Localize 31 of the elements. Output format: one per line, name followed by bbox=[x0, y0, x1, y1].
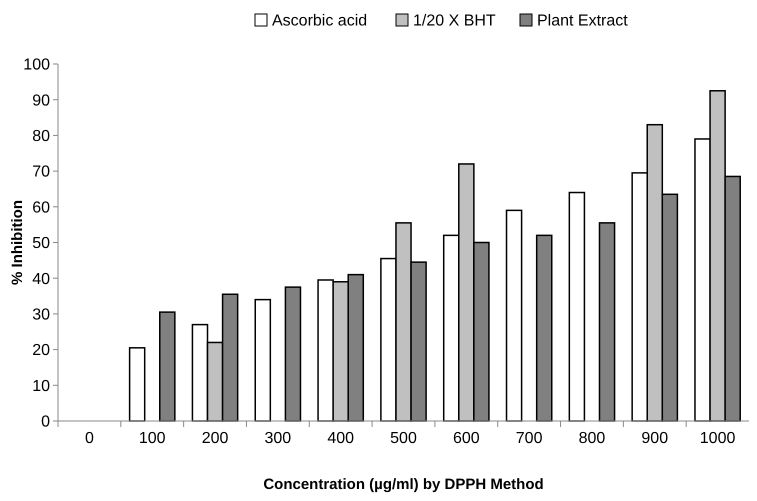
x-tick-label: 800 bbox=[578, 430, 606, 447]
y-tick-label: 60 bbox=[32, 199, 50, 216]
y-tick-label: 50 bbox=[32, 235, 50, 252]
y-tick-label: 0 bbox=[41, 414, 50, 431]
x-tick-label: 900 bbox=[641, 430, 668, 447]
x-tick-label: 600 bbox=[452, 430, 480, 447]
x-tick-label: 400 bbox=[327, 430, 354, 447]
y-tick-label: 20 bbox=[32, 342, 50, 360]
bar bbox=[128, 347, 146, 422]
y-tick-label: 70 bbox=[32, 164, 50, 181]
x-tick-label: 500 bbox=[390, 430, 417, 447]
bar bbox=[254, 298, 272, 422]
x-tick-label: 1000 bbox=[700, 430, 736, 447]
y-tick-label: 30 bbox=[32, 306, 50, 324]
x-tick-label: 200 bbox=[202, 430, 228, 447]
legend-label: Plant Extract bbox=[537, 12, 628, 30]
x-axis-title: Concentration (µg/ml) by DPPH Method bbox=[263, 476, 544, 493]
bar bbox=[568, 192, 586, 422]
x-tick-label: 0 bbox=[84, 430, 94, 447]
y-tick-label: 100 bbox=[23, 56, 50, 74]
y-axis-title: % Inhibition bbox=[9, 200, 26, 285]
x-tick-label: 700 bbox=[516, 430, 543, 447]
legend-label: Ascorbic acid bbox=[272, 12, 368, 30]
bar bbox=[506, 210, 522, 422]
y-tick-label: 40 bbox=[32, 270, 50, 288]
x-tick-label: 100 bbox=[138, 430, 166, 447]
y-tick-label: 80 bbox=[32, 128, 50, 145]
x-tick-label: 300 bbox=[264, 430, 292, 447]
legend-label: 1/20 X BHT bbox=[413, 12, 496, 30]
y-tick-label: 10 bbox=[32, 378, 50, 395]
y-tick-label: 90 bbox=[32, 92, 50, 110]
